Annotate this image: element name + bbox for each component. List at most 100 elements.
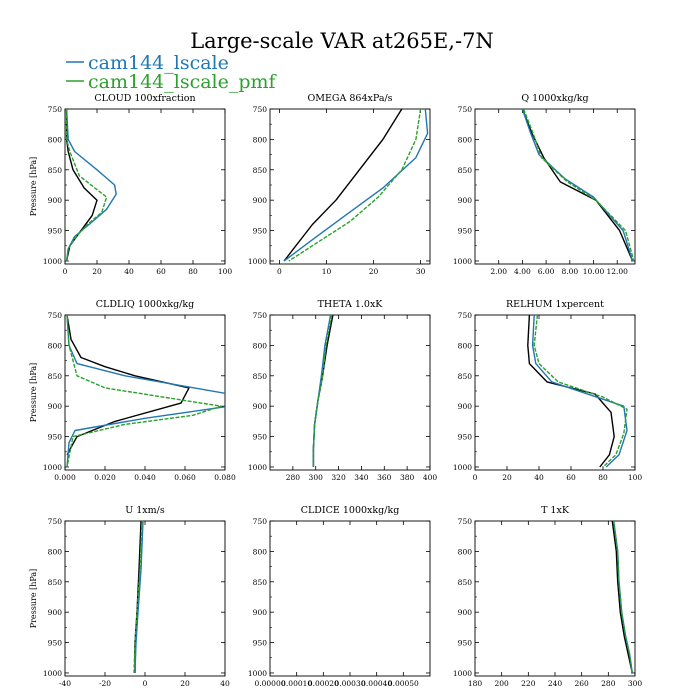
y-tick-label: 900 <box>253 402 268 411</box>
x-tick-label: 380 <box>400 473 415 482</box>
panel-omega: OMEGA 864xPa/s 750 800 850 900 950 1000 0 10 20 30 <box>248 93 431 276</box>
y-tick-label: 900 <box>48 402 63 411</box>
y-tick-label: 750 <box>48 517 63 526</box>
figure-title: Large-scale VAR at265E,-7N <box>190 29 494 53</box>
x-tick-label: 20 <box>502 473 512 482</box>
y-tick-label: 950 <box>253 639 268 648</box>
x-tick-label: 0.00050 <box>388 679 419 688</box>
series-line-cam144-lscale <box>66 315 225 468</box>
y-tick-label: 800 <box>458 135 473 144</box>
x-tick-label: 20 <box>92 267 102 276</box>
x-tick-label: 0 <box>63 267 68 276</box>
y-tick-label: 1000 <box>43 669 62 678</box>
plot-frame <box>64 520 226 677</box>
y-axis-label: Pressure [hPa] <box>29 157 38 217</box>
panel-title: CLDICE 1000xkg/kg <box>301 505 400 516</box>
y-tick-label: 850 <box>458 372 473 381</box>
y-tick-label: 950 <box>48 433 63 442</box>
y-tick-label: 1000 <box>248 257 267 266</box>
series-line-cam144-lscale-pmf <box>533 315 628 468</box>
x-tick-label: 10.00 <box>583 267 605 276</box>
plot-frame <box>474 520 636 677</box>
y-tick-label: 1000 <box>43 463 62 472</box>
x-tick-label: 8.00 <box>561 267 578 276</box>
x-tick-label: 0.020 <box>94 473 116 482</box>
series-line-reference <box>312 315 334 467</box>
x-tick-label: 20 <box>180 679 190 688</box>
panel-cldice: CLDICE 1000xkg/kg75080085090095010000.00… <box>248 505 431 688</box>
y-tick-label: 900 <box>253 608 268 617</box>
panel-title: THETA 1.0xK <box>318 299 384 310</box>
x-tick-label: 40 <box>220 679 230 688</box>
plot-frame <box>269 314 431 471</box>
plot-frame <box>64 314 226 471</box>
series-line-cam144-lscale <box>134 521 144 674</box>
y-tick-label: 850 <box>458 578 473 587</box>
series-line-cam144-lscale-pmf <box>66 315 222 468</box>
y-tick-label: 750 <box>458 105 473 114</box>
series-line-cam144-lscale-pmf <box>522 109 635 262</box>
x-tick-label: 300 <box>309 473 324 482</box>
plot-frame <box>64 108 226 265</box>
y-tick-label: 1000 <box>43 257 62 266</box>
x-tick-label: 0.00010 <box>281 679 312 688</box>
panel-cldliq: CLDLIQ 1000xkg/kg Pressure [hPa] 750 800 850… <box>29 299 236 482</box>
series-line-reference <box>527 315 615 468</box>
series-line-cam144-lscale-pmf <box>312 315 333 467</box>
panel-title: OMEGA 864xPa/s <box>307 93 392 104</box>
x-tick-label: 300 <box>628 679 643 688</box>
x-tick-label: 12.00 <box>606 267 628 276</box>
y-tick-label: 950 <box>253 227 268 236</box>
y-tick-label: 750 <box>253 517 268 526</box>
y-tick-label: 850 <box>253 578 268 587</box>
x-tick-label: 0 <box>277 267 282 276</box>
y-axis-label: Pressure [hPa] <box>29 569 38 629</box>
x-tick-label: -40 <box>59 679 71 688</box>
y-tick-label: 800 <box>458 547 473 556</box>
y-tick-label: 900 <box>458 196 473 205</box>
series-line-reference <box>521 109 634 262</box>
plot-frame <box>269 520 431 677</box>
series-line-cam144-lscale-pmf <box>133 521 143 674</box>
panel-title: CLDLIQ 1000xkg/kg <box>96 299 194 310</box>
x-tick-label: 320 <box>331 473 346 482</box>
x-tick-label: 100 <box>628 473 643 482</box>
series-line-cam144-lscale-pmf <box>613 521 633 674</box>
plot-frame <box>474 314 636 471</box>
x-tick-label: 40 <box>534 473 544 482</box>
panel-title: Q 1000xkg/kg <box>521 93 588 104</box>
y-tick-label: 850 <box>48 372 63 381</box>
x-tick-label: 100 <box>218 267 233 276</box>
x-tick-label: 280 <box>601 679 616 688</box>
series-line-cam144-lscale <box>531 315 628 468</box>
x-tick-label: 0.000 <box>54 473 76 482</box>
x-tick-label: 6.00 <box>538 267 555 276</box>
x-tick-label: 400 <box>423 473 438 482</box>
series-line-reference <box>283 109 403 262</box>
x-tick-label: 0 <box>143 679 148 688</box>
panel-title: CLOUD 100xfraction <box>94 93 195 104</box>
y-tick-label: 850 <box>48 578 63 587</box>
y-tick-label: 900 <box>253 196 268 205</box>
y-tick-label: 950 <box>458 433 473 442</box>
x-tick-label: 0.060 <box>174 473 196 482</box>
x-tick-label: 360 <box>377 473 392 482</box>
y-tick-label: 1000 <box>453 669 472 678</box>
x-tick-label: 20 <box>369 267 379 276</box>
y-tick-label: 750 <box>253 105 268 114</box>
y-tick-label: 900 <box>458 608 473 617</box>
y-tick-label: 1000 <box>248 669 267 678</box>
x-tick-label: 260 <box>575 679 590 688</box>
y-tick-label: 950 <box>458 227 473 236</box>
panel-title: RELHUM 1xpercent <box>506 299 604 310</box>
y-tick-label: 900 <box>458 402 473 411</box>
plot-frame <box>474 108 636 265</box>
y-tick-label: 850 <box>458 166 473 175</box>
panel-q: Q 1000xkg/kg 750 800 850 900 950 1000 2.00 4.00 6… <box>453 93 636 276</box>
x-tick-label: 2.00 <box>490 267 507 276</box>
y-tick-label: 750 <box>458 517 473 526</box>
panel-u: U 1xm/s Pressure [hPa] 750 800 850 900 950 1000… <box>29 505 230 688</box>
